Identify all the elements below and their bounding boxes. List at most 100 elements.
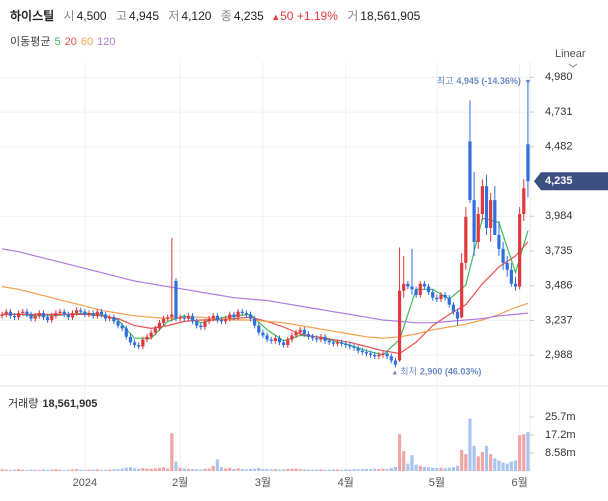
candle-body: [62, 311, 66, 315]
candle-body: [112, 317, 116, 322]
volume-bar: [476, 456, 480, 471]
volume-bar: [8, 469, 12, 471]
candle-body: [25, 311, 29, 315]
volume-bar: [439, 467, 443, 471]
volume-bar: [132, 468, 137, 471]
candle-body: [435, 297, 439, 300]
volume-bar: [368, 469, 373, 471]
volume-bar: [460, 450, 464, 471]
candle-body: [70, 313, 75, 318]
scale-label[interactable]: Linear: [555, 48, 586, 60]
candle-body: [87, 313, 91, 315]
candle-body: [211, 315, 215, 319]
ma-line: [1, 248, 528, 324]
volume-bar: [215, 459, 219, 471]
volume-bar: [116, 469, 120, 471]
candle-body: [170, 314, 174, 318]
volume-bar: [348, 469, 352, 471]
volume-bar: [58, 469, 62, 471]
volume-bar: [108, 469, 112, 471]
last-price-label: 4,235: [545, 175, 573, 187]
volume-label: 거래량: [8, 397, 38, 410]
legend-entry[interactable]: 5: [54, 36, 61, 48]
legend-entry[interactable]: 120: [97, 36, 116, 48]
candle-body: [464, 216, 468, 263]
candle-body: [132, 342, 137, 346]
volume-bar: [518, 435, 522, 471]
volume-bar: [331, 469, 335, 471]
volume-bar: [294, 468, 298, 471]
annotation-label: 최저: [400, 367, 417, 377]
candle-body: [286, 339, 290, 346]
volume-bar: [414, 464, 418, 471]
candle-body: [352, 346, 356, 348]
annotation: ▲ 최저 2,900 (46.03%): [391, 367, 481, 377]
volume-bar: [95, 469, 99, 471]
candle-body: [294, 332, 298, 336]
candle-body: [12, 315, 17, 318]
volume-bar: [298, 469, 302, 471]
candle-body: [426, 286, 431, 293]
volume-bar: [311, 469, 315, 471]
candle-body: [327, 340, 331, 343]
volume-bar: [219, 467, 224, 471]
candle-body: [468, 141, 472, 201]
volume-bar: [91, 469, 95, 471]
volume-bar: [79, 469, 83, 471]
candle-body: [410, 286, 414, 290]
candle-body: [277, 338, 282, 343]
candle-body: [186, 315, 190, 319]
volume-bar: [484, 445, 489, 471]
volume-bar: [149, 468, 153, 471]
volume-bar: [66, 469, 70, 471]
candle-body: [460, 262, 464, 318]
candle-body: [439, 294, 443, 300]
volume-bar: [497, 460, 501, 471]
annotation-text: 4,945 (-14.36%): [456, 77, 521, 87]
open-value: 4,500: [76, 9, 107, 23]
volume-label: 거: [347, 9, 359, 23]
ma-line: [2, 286, 529, 339]
volume-bar: [302, 469, 306, 471]
candle-body: [418, 283, 422, 295]
volume-bar: [170, 433, 174, 471]
legend-entry[interactable]: 20: [64, 36, 77, 48]
legend-entry[interactable]: 60: [80, 36, 94, 48]
volume-bar: [422, 466, 427, 471]
candle-body: [0, 314, 4, 316]
volume-bar: [37, 469, 41, 471]
candle-body: [157, 322, 162, 329]
candle-body: [166, 317, 170, 319]
volume-bar: [426, 467, 431, 471]
candle-body: [79, 310, 83, 312]
volume-bar: [83, 469, 87, 471]
volume-bar: [50, 469, 54, 471]
ma-legend: 이동평균 5 20 60 120: [10, 33, 119, 49]
volume-bar: [389, 468, 393, 471]
candle-body: [95, 311, 99, 316]
scale-chevron[interactable]: [568, 63, 578, 68]
low-label: 저: [168, 9, 180, 23]
candle-body: [451, 304, 455, 312]
change-pct: +1.19%: [296, 9, 338, 23]
volume-bar: [99, 469, 104, 471]
volume-bar: [257, 468, 261, 471]
y-tick-label: 3,735: [545, 245, 573, 257]
stock-name: 하이스틸: [10, 9, 55, 23]
volume-bar: [145, 468, 149, 471]
y-tick-label: 17.2m: [545, 429, 576, 441]
candle-body: [137, 345, 141, 347]
volume-bar: [124, 467, 128, 471]
candle-body: [480, 186, 484, 215]
volume-bar: [112, 469, 116, 471]
candle-body: [282, 342, 286, 346]
volume-bar: [513, 460, 518, 471]
candle-body: [29, 314, 33, 319]
volume-bar: [397, 434, 402, 471]
volume-bar: [174, 461, 178, 471]
candle-body: [66, 314, 70, 318]
close-value: 4,235: [233, 9, 264, 23]
volume-bar: [253, 468, 257, 471]
volume-bar: [393, 466, 398, 471]
x-tick-label: 6월: [512, 476, 528, 489]
